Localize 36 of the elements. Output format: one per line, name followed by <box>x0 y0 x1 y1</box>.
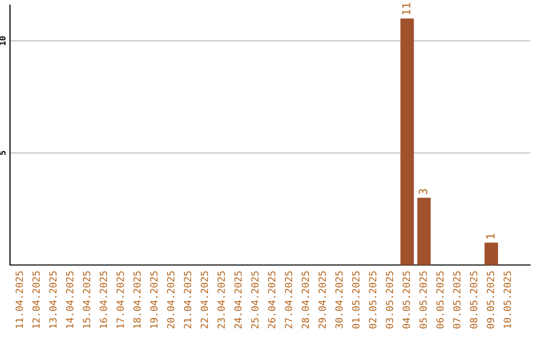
x-tick-label: 21.04.2025 <box>184 271 192 328</box>
bar <box>484 242 498 265</box>
x-tick-label: 23.04.2025 <box>218 271 225 328</box>
x-tick-label: 03.05.2025 <box>386 271 394 328</box>
data-label: 3 <box>418 189 428 194</box>
x-tick-label: 27.04.2025 <box>284 271 292 328</box>
x-tick-label: 19.04.2025 <box>150 271 158 328</box>
x-tick-label: 29.04.2025 <box>318 271 326 328</box>
x-tick-label: 20.04.2025 <box>167 271 174 328</box>
x-tick-label: 01.05.2025 <box>352 271 360 328</box>
x-tick-label: 14.04.2025 <box>66 271 74 328</box>
x-tick-label: 22.04.2025 <box>200 271 208 328</box>
x-tick-label: 24.04.2025 <box>234 271 242 328</box>
bar <box>400 18 414 265</box>
x-tick-label: 25.04.2025 <box>251 271 259 328</box>
x-tick-label: 10.05.2025 <box>504 271 511 328</box>
x-tick-label: 07.05.2025 <box>453 271 460 328</box>
x-tick-label: 04.05.2025 <box>402 271 410 328</box>
data-label: 11 <box>402 3 410 14</box>
data-label: 1 <box>486 234 494 238</box>
x-tick-label: 02.05.2025 <box>368 271 376 328</box>
x-tick-label: 13.04.2025 <box>49 271 57 328</box>
x-tick-label: 30.04.2025 <box>335 271 343 328</box>
x-tick-label: 28.04.2025 <box>302 271 310 328</box>
x-tick-label: 08.05.2025 <box>470 271 478 328</box>
x-tick-label: 18.04.2025 <box>133 271 141 328</box>
x-tick-label: 17.04.2025 <box>116 271 124 328</box>
x-tick-label: 11.04.2025 <box>16 271 23 328</box>
x-tick-label: 15.04.2025 <box>82 271 90 328</box>
x-tick-label: 12.04.2025 <box>32 271 40 328</box>
x-tick-label: 05.05.2025 <box>419 271 427 328</box>
x-tick-label: 26.04.2025 <box>268 271 276 328</box>
x-tick-label: 16.04.2025 <box>100 271 108 328</box>
x-tick-label: 06.05.2025 <box>436 271 444 328</box>
x-tick-label: 09.05.2025 <box>486 271 494 328</box>
bar <box>417 198 431 265</box>
